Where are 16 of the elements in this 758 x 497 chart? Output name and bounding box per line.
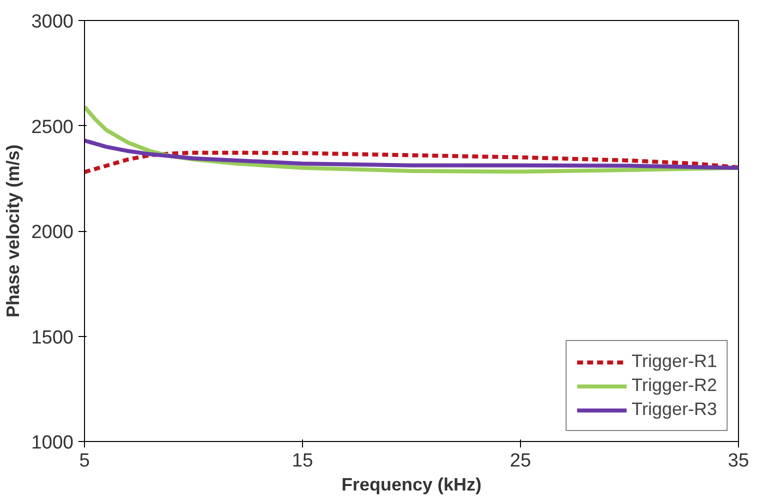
x-tick-label: 15 xyxy=(292,450,314,472)
y-tick-label: 1000 xyxy=(31,432,74,454)
legend-label: Trigger-R1 xyxy=(632,351,717,372)
x-axis-title: Frequency (kHz) xyxy=(341,474,482,494)
y-tick-label: 2500 xyxy=(31,116,74,138)
y-tick-label: 1500 xyxy=(31,327,74,348)
y-tick-label: 3000 xyxy=(31,12,74,32)
x-tick-label: 35 xyxy=(728,450,750,472)
y-axis-title: Phase velocity (m/s) xyxy=(3,144,24,318)
x-tick-label: 25 xyxy=(510,450,532,472)
line-series xyxy=(84,138,738,170)
line-series xyxy=(84,150,738,174)
y-tick-label: 2000 xyxy=(31,222,74,243)
legend-label: Trigger-R3 xyxy=(632,399,717,420)
x-tick-label: 5 xyxy=(79,450,90,472)
legend-label: Trigger-R2 xyxy=(632,375,717,396)
